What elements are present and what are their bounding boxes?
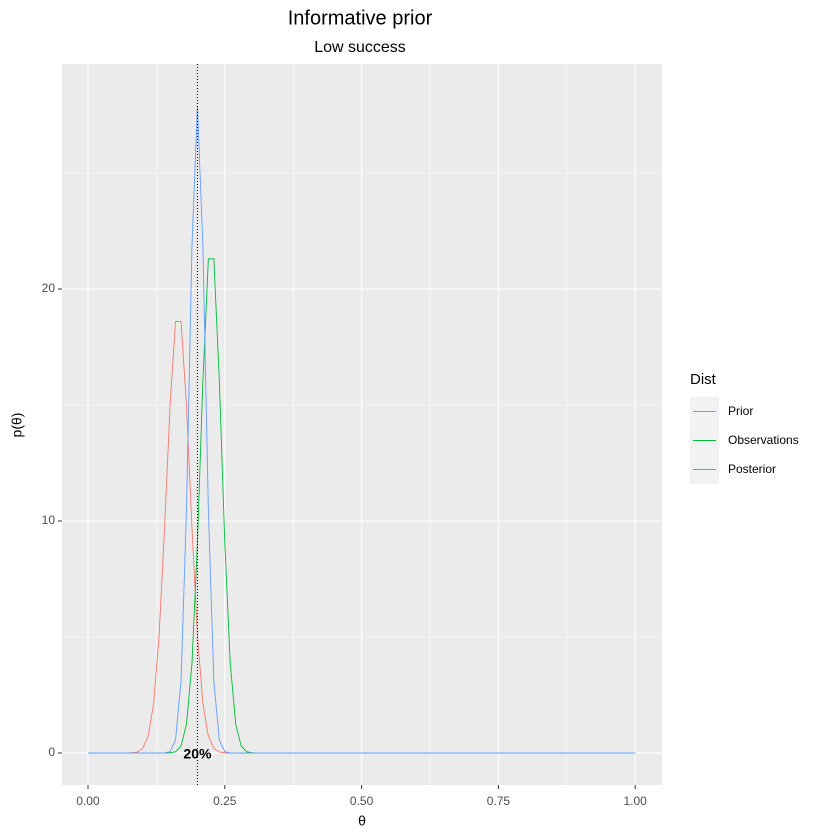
y-tick-label: 20 — [42, 281, 56, 295]
x-axis-title: θ — [358, 813, 366, 829]
y-axis-title: p(θ) — [9, 413, 25, 438]
x-tick-label: 1.00 — [624, 794, 648, 808]
x-tick-label: 0.75 — [487, 794, 511, 808]
legend-title: Dist — [690, 371, 717, 388]
x-tick-label: 0.50 — [350, 794, 374, 808]
y-tick-label: 0 — [48, 745, 55, 759]
chart-title: Informative prior — [288, 7, 433, 29]
legend-label: Observations — [728, 433, 799, 447]
legend-label: Prior — [728, 404, 753, 418]
legend-label: Posterior — [728, 462, 776, 476]
chart-subtitle: Low success — [314, 39, 406, 56]
x-tick-label: 0.00 — [76, 794, 100, 808]
x-tick-label: 0.25 — [213, 794, 237, 808]
line-series — [87, 105, 636, 754]
y-tick-label: 10 — [42, 513, 56, 527]
annotation: 20% — [183, 746, 212, 762]
